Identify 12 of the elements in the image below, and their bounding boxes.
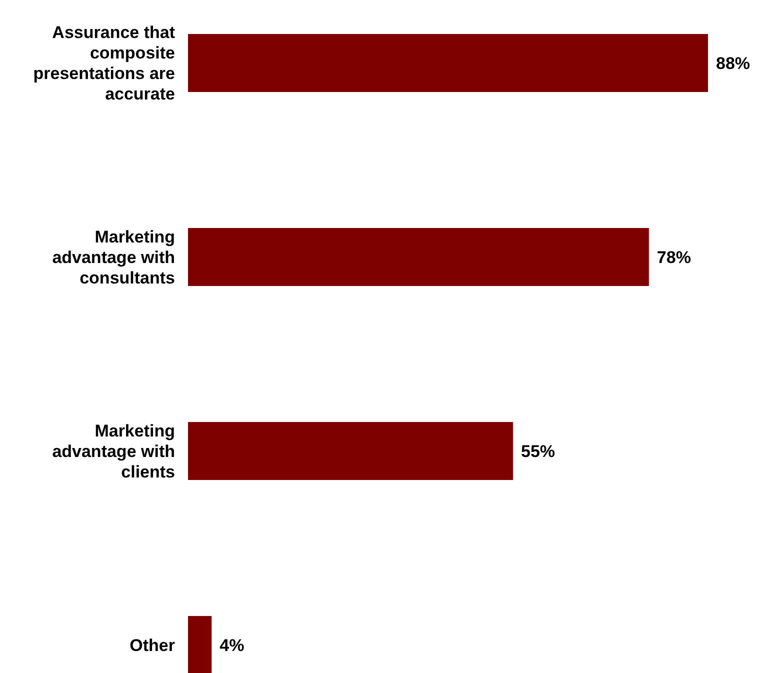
data-label: 4% bbox=[220, 636, 244, 655]
y-tick-label: Assurance that composite presentations are accurate bbox=[33, 23, 176, 104]
data-label: 88% bbox=[716, 54, 750, 73]
bar bbox=[188, 34, 708, 92]
y-tick-label: Marketing advantage with consultants bbox=[52, 227, 175, 288]
bar bbox=[188, 422, 513, 480]
bar bbox=[188, 616, 212, 673]
y-tick-label: Marketing advantage with clients bbox=[52, 421, 175, 482]
bar bbox=[188, 228, 649, 286]
data-label: 78% bbox=[656, 248, 691, 267]
data-label: 55% bbox=[521, 442, 556, 461]
y-tick-label: Other bbox=[130, 636, 176, 655]
